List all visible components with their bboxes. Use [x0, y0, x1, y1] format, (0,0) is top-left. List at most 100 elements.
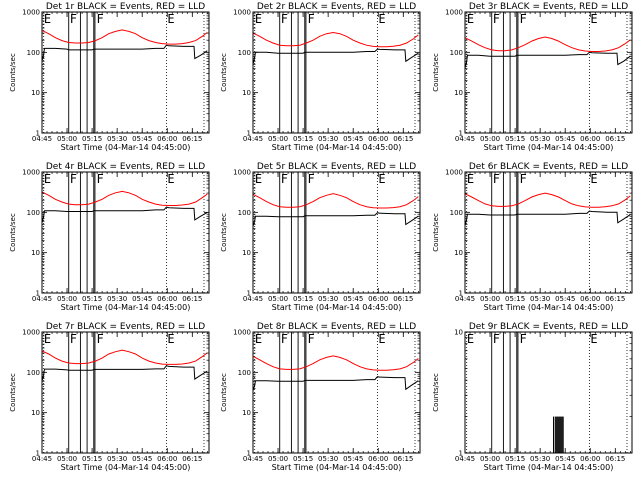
panel-title: Det 5r BLACK = Events, RED = LLD — [257, 162, 416, 172]
x-tick-label: 05:45 — [132, 295, 152, 303]
x-axis-label: Start Time (04-Mar-14 04:45:00) — [272, 143, 402, 152]
x-tick-label: 06:00 — [580, 455, 600, 463]
x-tick-label: 06:15 — [605, 455, 625, 463]
x-axis-label: Start Time (04-Mar-14 04:45:00) — [484, 303, 614, 312]
marker-letter: F — [96, 12, 103, 26]
lld-line — [42, 349, 208, 365]
events-line — [253, 376, 419, 391]
plot-frame — [464, 11, 633, 134]
events-line — [465, 51, 631, 69]
x-axis-label: Start Time (04-Mar-14 04:45:00) — [61, 463, 191, 472]
events-line — [42, 206, 208, 223]
x-tick-label: 05:45 — [343, 455, 363, 463]
panel-title: Det 7r BLACK = Events, RED = LLD — [46, 322, 205, 332]
marker-letter: E — [378, 172, 385, 186]
marker-letter: E — [590, 332, 597, 346]
marker-letter: F — [281, 12, 288, 26]
series-group — [465, 192, 631, 226]
y-tick-label: 100 — [450, 209, 463, 217]
x-tick-label: 05:30 — [107, 135, 127, 143]
x-tick-label: 05:45 — [343, 295, 363, 303]
x-tick-label: 06:15 — [393, 295, 413, 303]
y-tick-label: 10 — [242, 89, 251, 97]
x-tick-label: 05:15 — [293, 135, 313, 143]
y-axis-label: Counts/sec — [9, 373, 17, 412]
marker-letter: E — [255, 172, 262, 186]
x-axis-label: Start Time (04-Mar-14 04:45:00) — [272, 463, 402, 472]
x-tick-label: 05:15 — [505, 295, 525, 303]
panel-title: Det 8r BLACK = Events, RED = LLD — [257, 322, 416, 332]
panel-title: Det 6r BLACK = Events, RED = LLD — [469, 162, 628, 172]
series-group — [553, 416, 564, 453]
lld-line — [465, 36, 631, 52]
y-tick-label: 1 — [459, 450, 463, 458]
plot-frame — [41, 331, 210, 454]
y-tick-label: 1 — [36, 290, 40, 298]
x-tick-label: 06:00 — [368, 135, 388, 143]
x-tick-label: 05:30 — [530, 135, 550, 143]
y-tick-label: 10 — [31, 409, 40, 417]
marker-letter: E — [378, 332, 385, 346]
marker-letter: F — [493, 12, 500, 26]
x-axis-label: Start Time (04-Mar-14 04:45:00) — [61, 303, 191, 312]
x-tick-label: 06:15 — [605, 135, 625, 143]
x-tick-label: 05:00 — [57, 135, 77, 143]
marker-letter: F — [281, 172, 288, 186]
x-axis-label: Start Time (04-Mar-14 04:45:00) — [484, 463, 614, 472]
plot-frame — [464, 171, 633, 294]
y-tick-label: 100 — [238, 49, 251, 57]
x-tick-label: 05:30 — [107, 455, 127, 463]
lld-line — [253, 193, 419, 209]
x-axis-label: Start Time (04-Mar-14 04:45:00) — [61, 143, 191, 152]
y-tick-label: 10 — [31, 249, 40, 257]
x-tick-label: 05:15 — [82, 455, 102, 463]
x-tick-label: 04:45 — [243, 295, 263, 303]
x-tick-label: 05:15 — [293, 295, 313, 303]
panel-title: Det 3r BLACK = Events, RED = LLD — [469, 2, 628, 12]
plot-frame — [252, 11, 421, 134]
series-group — [42, 190, 208, 223]
y-tick-label: 100 — [450, 49, 463, 57]
x-tick-label: 05:00 — [57, 455, 77, 463]
y-tick-label: 1000 — [22, 329, 40, 337]
y-tick-label: 100 — [27, 49, 40, 57]
x-tick-label: 05:00 — [57, 295, 77, 303]
x-tick-label: 04:45 — [455, 455, 475, 463]
marker-letter: E — [167, 12, 174, 26]
plot-frame — [464, 331, 633, 454]
series-group — [253, 193, 419, 227]
y-tick-label: 1000 — [22, 9, 40, 17]
marker-letter: F — [307, 332, 314, 346]
x-tick-label: 05:30 — [530, 295, 550, 303]
x-tick-label: 05:15 — [82, 295, 102, 303]
panel-title: Det 2r BLACK = Events, RED = LLD — [257, 2, 416, 12]
y-tick-label: 1000 — [445, 9, 463, 17]
x-tick-label: 05:30 — [530, 455, 550, 463]
panel-title: Det 9r BLACK = Events, RED = LLD — [469, 322, 628, 332]
y-axis-label: Counts/sec — [432, 213, 440, 252]
marker-letter: F — [519, 12, 526, 26]
x-tick-label: 05:00 — [480, 455, 500, 463]
marker-letter: F — [70, 332, 77, 346]
x-tick-label: 06:00 — [580, 135, 600, 143]
plot-frame — [41, 11, 210, 134]
y-tick-label: 1 — [36, 130, 40, 138]
x-tick-label: 06:00 — [368, 295, 388, 303]
y-tick-label: 1 — [247, 290, 251, 298]
x-tick-label: 05:45 — [343, 135, 363, 143]
y-tick-label: 100 — [27, 369, 40, 377]
x-tick-label: 05:00 — [480, 295, 500, 303]
y-tick-label: 10 — [454, 89, 463, 97]
series-group — [42, 29, 208, 62]
x-tick-label: 05:45 — [555, 135, 575, 143]
y-tick-label: 1 — [459, 290, 463, 298]
y-tick-label: 1 — [36, 450, 40, 458]
x-tick-label: 06:15 — [182, 295, 202, 303]
